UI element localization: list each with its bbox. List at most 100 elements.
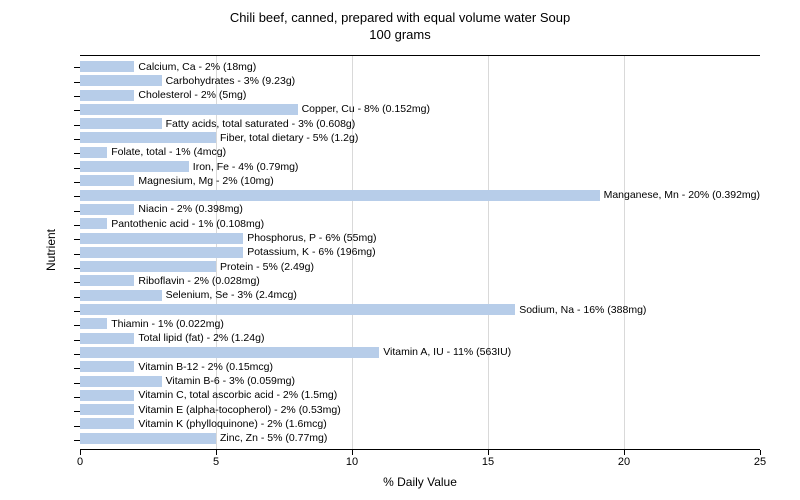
bar-value-label: Protein - 5% (2.49g) — [220, 261, 314, 273]
bar-row: Sodium, Na - 16% (388mg) — [80, 303, 760, 316]
x-axis-label: % Daily Value — [80, 475, 760, 489]
title-line-2: 100 grams — [0, 27, 800, 44]
bar — [80, 418, 134, 429]
x-tick — [352, 450, 353, 455]
bar — [80, 147, 107, 158]
bar-value-label: Vitamin C, total ascorbic acid - 2% (1.5… — [138, 389, 337, 401]
bar-value-label: Vitamin B-6 - 3% (0.059mg) — [166, 375, 295, 387]
bar-row: Carbohydrates - 3% (9.23g) — [80, 74, 760, 87]
bar-value-label: Vitamin A, IU - 11% (563IU) — [383, 346, 511, 358]
bar-row: Cholesterol - 2% (5mg) — [80, 89, 760, 102]
x-tick — [216, 450, 217, 455]
x-tick — [624, 450, 625, 455]
bar — [80, 104, 298, 115]
bar-row: Thiamin - 1% (0.022mg) — [80, 317, 760, 330]
bar — [80, 190, 600, 201]
x-tick-label: 0 — [77, 456, 83, 468]
bar — [80, 376, 162, 387]
bar — [80, 218, 107, 229]
bar-value-label: Riboflavin - 2% (0.028mg) — [138, 275, 259, 287]
bar-row: Fiber, total dietary - 5% (1.2g) — [80, 131, 760, 144]
plot-area: Calcium, Ca - 2% (18mg) Carbohydrates - 3… — [80, 55, 760, 450]
bar-value-label: Vitamin E (alpha-tocopherol) - 2% (0.53m… — [138, 404, 340, 416]
bar-row: Magnesium, Mg - 2% (10mg) — [80, 174, 760, 187]
bar-value-label: Magnesium, Mg - 2% (10mg) — [138, 175, 273, 187]
x-tick-label: 25 — [754, 456, 766, 468]
bar — [80, 204, 134, 215]
bar-row: Vitamin E (alpha-tocopherol) - 2% (0.53m… — [80, 403, 760, 416]
bar — [80, 361, 134, 372]
bar-value-label: Selenium, Se - 3% (2.4mcg) — [166, 289, 297, 301]
bar-value-label: Zinc, Zn - 5% (0.77mg) — [220, 432, 327, 444]
bar — [80, 333, 134, 344]
x-tick-label: 15 — [482, 456, 494, 468]
bar-row: Manganese, Mn - 20% (0.392mg) — [80, 189, 760, 202]
bar-row: Potassium, K - 6% (196mg) — [80, 246, 760, 259]
bar — [80, 75, 162, 86]
y-axis-label: Nutrient — [44, 229, 58, 271]
bar-row: Iron, Fe - 4% (0.79mg) — [80, 160, 760, 173]
bar-row: Niacin - 2% (0.398mg) — [80, 203, 760, 216]
bar-row: Calcium, Ca - 2% (18mg) — [80, 60, 760, 73]
x-tick — [760, 450, 761, 455]
bar-value-label: Potassium, K - 6% (196mg) — [247, 246, 375, 258]
nutrition-chart: Chili beef, canned, prepared with equal … — [0, 0, 800, 500]
x-tick-label: 20 — [618, 456, 630, 468]
x-tick-label: 5 — [213, 456, 219, 468]
bar — [80, 275, 134, 286]
bar — [80, 347, 379, 358]
bar-row: Protein - 5% (2.49g) — [80, 260, 760, 273]
bar-row: Fatty acids, total saturated - 3% (0.608… — [80, 117, 760, 130]
bar-value-label: Folate, total - 1% (4mcg) — [111, 146, 226, 158]
bar-value-label: Cholesterol - 2% (5mg) — [138, 89, 246, 101]
bar-value-label: Fiber, total dietary - 5% (1.2g) — [220, 132, 358, 144]
bar-row: Folate, total - 1% (4mcg) — [80, 146, 760, 159]
bar-row: Phosphorus, P - 6% (55mg) — [80, 232, 760, 245]
bar — [80, 118, 162, 129]
bar — [80, 233, 243, 244]
bar — [80, 247, 243, 258]
bar-value-label: Phosphorus, P - 6% (55mg) — [247, 232, 376, 244]
bar-row: Vitamin B-6 - 3% (0.059mg) — [80, 375, 760, 388]
bar-value-label: Total lipid (fat) - 2% (1.24g) — [138, 332, 264, 344]
bar — [80, 161, 189, 172]
bar — [80, 304, 515, 315]
bar-value-label: Thiamin - 1% (0.022mg) — [111, 318, 224, 330]
bar-value-label: Sodium, Na - 16% (388mg) — [519, 304, 646, 316]
bar — [80, 175, 134, 186]
bar-value-label: Copper, Cu - 8% (0.152mg) — [302, 103, 430, 115]
bar — [80, 433, 216, 444]
bar-row: Vitamin A, IU - 11% (563IU) — [80, 346, 760, 359]
bar-row: Vitamin K (phylloquinone) - 2% (1.6mcg) — [80, 417, 760, 430]
bar — [80, 290, 162, 301]
bar-value-label: Vitamin B-12 - 2% (0.15mcg) — [138, 361, 273, 373]
bar-value-label: Carbohydrates - 3% (9.23g) — [166, 75, 296, 87]
x-axis: % Daily Value 0510152025 — [80, 450, 760, 490]
bar-row: Vitamin C, total ascorbic acid - 2% (1.5… — [80, 389, 760, 402]
bar — [80, 404, 134, 415]
bar — [80, 390, 134, 401]
bar-row: Selenium, Se - 3% (2.4mcg) — [80, 289, 760, 302]
chart-title: Chili beef, canned, prepared with equal … — [0, 0, 800, 44]
bar-row: Total lipid (fat) - 2% (1.24g) — [80, 332, 760, 345]
x-tick — [488, 450, 489, 455]
bar — [80, 318, 107, 329]
bar-row: Riboflavin - 2% (0.028mg) — [80, 274, 760, 287]
bar-value-label: Niacin - 2% (0.398mg) — [138, 203, 242, 215]
bar — [80, 132, 216, 143]
bar — [80, 61, 134, 72]
bar-value-label: Iron, Fe - 4% (0.79mg) — [193, 161, 299, 173]
bar-value-label: Fatty acids, total saturated - 3% (0.608… — [166, 118, 356, 130]
bar-row: Copper, Cu - 8% (0.152mg) — [80, 103, 760, 116]
bar-row: Vitamin B-12 - 2% (0.15mcg) — [80, 360, 760, 373]
bar — [80, 261, 216, 272]
bar-row: Pantothenic acid - 1% (0.108mg) — [80, 217, 760, 230]
x-tick-label: 10 — [346, 456, 358, 468]
bar-value-label: Calcium, Ca - 2% (18mg) — [138, 61, 256, 73]
bar-value-label: Pantothenic acid - 1% (0.108mg) — [111, 218, 264, 230]
bar-value-label: Vitamin K (phylloquinone) - 2% (1.6mcg) — [138, 418, 326, 430]
title-line-1: Chili beef, canned, prepared with equal … — [0, 10, 800, 27]
bar-value-label: Manganese, Mn - 20% (0.392mg) — [604, 189, 760, 201]
x-tick — [80, 450, 81, 455]
bars: Calcium, Ca - 2% (18mg) Carbohydrates - 3… — [80, 60, 760, 445]
